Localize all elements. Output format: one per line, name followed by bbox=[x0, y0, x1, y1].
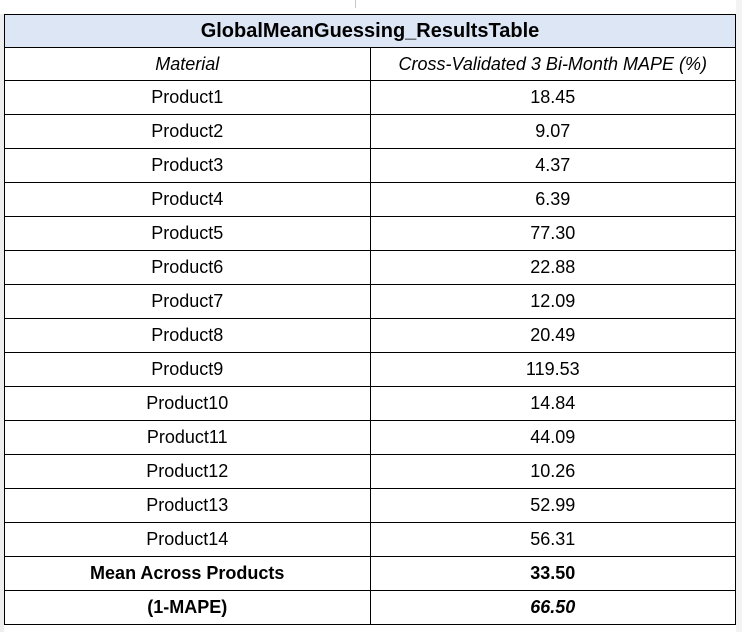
material-cell[interactable]: Product12 bbox=[4, 454, 371, 489]
table-row: Product3 4.37 bbox=[4, 148, 736, 183]
table-row: Product6 22.88 bbox=[4, 250, 736, 285]
material-cell[interactable]: Product13 bbox=[4, 488, 371, 523]
mape-cell[interactable]: 77.30 bbox=[369, 216, 736, 251]
table-title[interactable]: GlobalMeanGuessing_ResultsTable bbox=[4, 14, 736, 48]
table-row: Product12 10.26 bbox=[4, 454, 736, 489]
row-header-strip bbox=[0, 14, 4, 632]
results-table: GlobalMeanGuessing_ResultsTable Material… bbox=[4, 14, 736, 625]
mape-cell[interactable]: 44.09 bbox=[369, 420, 736, 455]
accuracy-label-cell[interactable]: (1-MAPE) bbox=[4, 590, 371, 625]
column-divider bbox=[355, 0, 356, 8]
material-cell[interactable]: Product1 bbox=[4, 80, 371, 115]
table-row: Product4 6.39 bbox=[4, 182, 736, 217]
mape-cell[interactable]: 12.09 bbox=[369, 284, 736, 319]
header-material[interactable]: Material bbox=[4, 47, 371, 81]
mape-cell[interactable]: 6.39 bbox=[369, 182, 736, 217]
material-cell[interactable]: Product5 bbox=[4, 216, 371, 251]
mape-cell[interactable]: 10.26 bbox=[369, 454, 736, 489]
table-row: Product10 14.84 bbox=[4, 386, 736, 421]
table-row: Product7 12.09 bbox=[4, 284, 736, 319]
material-cell[interactable]: Product4 bbox=[4, 182, 371, 217]
material-cell[interactable]: Product6 bbox=[4, 250, 371, 285]
accuracy-row: (1-MAPE) 66.50 bbox=[4, 590, 736, 625]
column-header-strip bbox=[0, 0, 742, 14]
material-cell[interactable]: Product7 bbox=[4, 284, 371, 319]
mape-cell[interactable]: 18.45 bbox=[369, 80, 736, 115]
material-cell[interactable]: Product14 bbox=[4, 522, 371, 557]
mape-cell[interactable]: 9.07 bbox=[369, 114, 736, 149]
material-cell[interactable]: Product8 bbox=[4, 318, 371, 353]
grid-edge bbox=[736, 0, 742, 632]
mape-cell[interactable]: 52.99 bbox=[369, 488, 736, 523]
material-cell[interactable]: Product9 bbox=[4, 352, 371, 387]
material-cell[interactable]: Product10 bbox=[4, 386, 371, 421]
material-cell[interactable]: Product11 bbox=[4, 420, 371, 455]
material-cell[interactable]: Product2 bbox=[4, 114, 371, 149]
table-header-row: Material Cross-Validated 3 Bi-Month MAPE… bbox=[4, 47, 736, 81]
table-row: Product9 119.53 bbox=[4, 352, 736, 387]
table-title-row: GlobalMeanGuessing_ResultsTable bbox=[4, 14, 736, 48]
table-row: Product2 9.07 bbox=[4, 114, 736, 149]
table-row: Product14 56.31 bbox=[4, 522, 736, 557]
accuracy-value-cell[interactable]: 66.50 bbox=[369, 590, 736, 625]
table-row: Product13 52.99 bbox=[4, 488, 736, 523]
mape-cell[interactable]: 22.88 bbox=[369, 250, 736, 285]
mean-label-cell[interactable]: Mean Across Products bbox=[4, 556, 371, 591]
table-row: Product11 44.09 bbox=[4, 420, 736, 455]
table-row: Product1 18.45 bbox=[4, 80, 736, 115]
table-row: Product5 77.30 bbox=[4, 216, 736, 251]
mean-row: Mean Across Products 33.50 bbox=[4, 556, 736, 591]
mape-cell[interactable]: 56.31 bbox=[369, 522, 736, 557]
table-row: Product8 20.49 bbox=[4, 318, 736, 353]
header-mape[interactable]: Cross-Validated 3 Bi-Month MAPE (%) bbox=[369, 47, 736, 81]
mape-cell[interactable]: 119.53 bbox=[369, 352, 736, 387]
material-cell[interactable]: Product3 bbox=[4, 148, 371, 183]
mape-cell[interactable]: 4.37 bbox=[369, 148, 736, 183]
mape-cell[interactable]: 20.49 bbox=[369, 318, 736, 353]
mape-cell[interactable]: 14.84 bbox=[369, 386, 736, 421]
mean-value-cell[interactable]: 33.50 bbox=[369, 556, 736, 591]
